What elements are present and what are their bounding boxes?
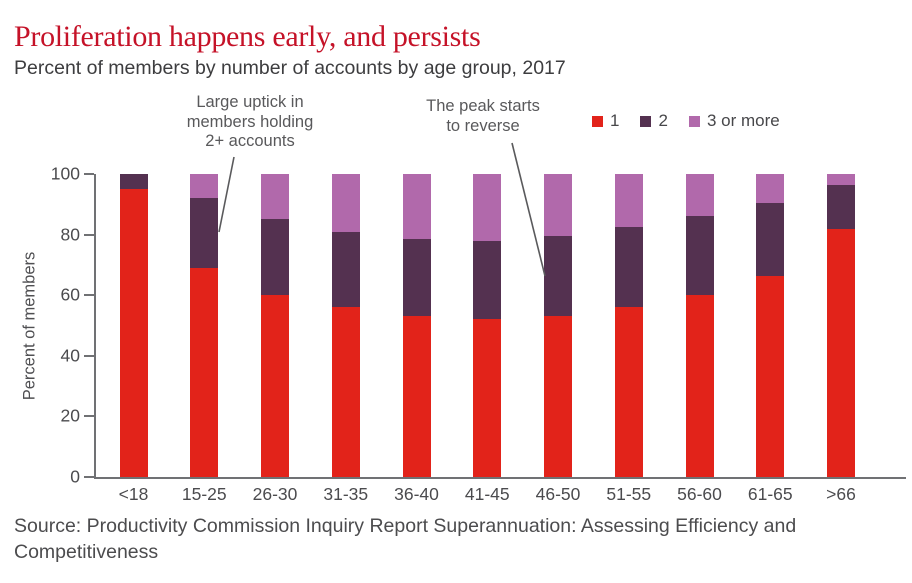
y-tick-label: 20 — [60, 405, 80, 426]
bar-segment-2 — [261, 219, 289, 296]
bar-segment-2 — [119, 174, 148, 190]
x-tick-label: 15-25 — [181, 484, 227, 504]
bar-segment-3-or-more — [331, 174, 360, 232]
x-tick-label: 51-55 — [606, 484, 652, 504]
x-tick-label: 56-60 — [677, 484, 722, 504]
bar-segment-3-or-more — [473, 174, 502, 241]
x-tick-label: <18 — [118, 484, 149, 504]
bar-segment-1 — [261, 295, 289, 477]
plot-area: 0 20 40 60 80 100 <18 15-25 26-30 31-35 36-40 41-45… — [51, 164, 906, 504]
legend-swatch-icon — [592, 115, 603, 127]
x-tick-label: >66 — [826, 484, 856, 504]
bar-segment-1 — [190, 267, 219, 477]
bar-51-55 — [614, 174, 643, 477]
bar-segment-3-or-more — [190, 174, 219, 199]
x-axis-line — [94, 477, 906, 479]
legend-item-1: 1 — [592, 111, 619, 131]
bar-36-40 — [402, 174, 431, 477]
legend-swatch-icon — [688, 115, 700, 127]
bar-segment-3-or-more — [402, 174, 431, 240]
x-tick-label: 46-50 — [535, 484, 581, 504]
bar-segment-2 — [614, 227, 643, 308]
x-tick-label: 36-40 — [394, 484, 439, 504]
bar-<18 — [119, 174, 148, 477]
bar-segment-2 — [331, 231, 360, 308]
x-tick-label: 26-30 — [252, 484, 298, 504]
bar-segment-3-or-more — [756, 174, 785, 203]
y-tick-label: 100 — [50, 163, 80, 184]
bar-segment-3-or-more — [827, 174, 855, 185]
bar-segment-1 — [685, 295, 714, 477]
y-axis-tick — [84, 294, 94, 297]
bar-segment-2 — [544, 236, 572, 317]
y-axis-tick — [84, 415, 94, 418]
legend-label: 2 — [658, 111, 668, 130]
source-text: Source: Productivity Commission Inquiry … — [14, 515, 797, 563]
bar-56-60 — [685, 174, 714, 477]
bar-segment-1 — [402, 316, 431, 477]
legend-item-2: 2 — [640, 111, 668, 131]
y-axis-line — [94, 174, 96, 479]
bar-segment-3-or-more — [614, 174, 643, 228]
bar-15-25 — [190, 174, 219, 477]
y-tick-label: 40 — [60, 345, 80, 366]
y-axis-tick — [84, 173, 94, 175]
page-title: Proliferation happens early, and persist… — [14, 20, 481, 53]
bar-segment-1 — [614, 307, 643, 477]
bar-segment-1 — [119, 189, 148, 477]
page-subtitle: Percent of members by number of accounts… — [14, 57, 566, 79]
bar-segment-2 — [190, 198, 219, 268]
x-tick-label: 31-35 — [323, 484, 369, 504]
bar-46-50 — [544, 174, 572, 477]
x-tick-label: 41-45 — [464, 484, 510, 504]
bar-31-35 — [331, 174, 360, 477]
bar-segment-3-or-more — [544, 174, 572, 237]
legend-item-3-or-more: 3 or more — [688, 111, 780, 131]
y-axis-tick — [84, 354, 94, 357]
bar-61-65 — [756, 174, 785, 477]
legend-label: 3 or more — [706, 111, 780, 130]
x-tick-label: 61-65 — [747, 484, 793, 504]
y-axis-tick — [84, 476, 94, 478]
y-tick-label: 80 — [60, 224, 80, 245]
y-tick-label: 0 — [70, 466, 80, 487]
bar-segment-2 — [756, 202, 785, 276]
y-axis-title: Percent of members — [20, 251, 39, 401]
bar-segment-1 — [544, 316, 572, 477]
bar-segment-1 — [827, 228, 855, 477]
bar-segment-2 — [402, 239, 431, 317]
bar-26-30 — [261, 174, 289, 477]
bar-segment-2 — [473, 240, 502, 320]
annotation-peak-reverses: The peak starts to reverse — [426, 97, 540, 135]
bar-segment-3-or-more — [685, 174, 714, 217]
legend-label: 1 — [610, 111, 620, 130]
legend-swatch-icon — [640, 115, 652, 127]
chart-legend: 1 2 3 or more — [592, 111, 780, 131]
annotation-large-uptick: Large uptick in members holding 2+ accou… — [186, 93, 314, 150]
bar-segment-1 — [331, 307, 360, 477]
bar-segment-2 — [685, 216, 714, 296]
y-tick-label: 60 — [60, 284, 80, 305]
bar-segment-1 — [756, 275, 785, 477]
bar-segment-1 — [473, 319, 502, 477]
bar-41-45 — [473, 174, 502, 477]
y-axis-tick — [84, 233, 94, 236]
bar-segment-2 — [827, 184, 855, 229]
bar->66 — [827, 174, 855, 477]
bar-segment-3-or-more — [261, 174, 289, 220]
